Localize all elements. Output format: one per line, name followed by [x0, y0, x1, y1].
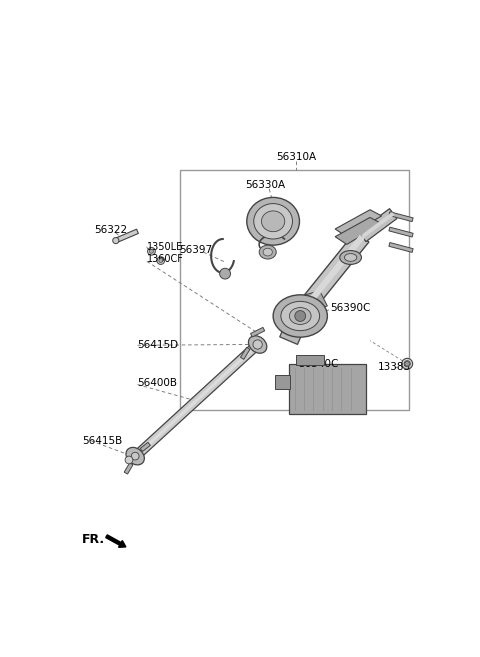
Text: 56415B: 56415B [82, 436, 122, 445]
Text: 56330A: 56330A [245, 180, 286, 190]
Polygon shape [389, 227, 413, 237]
FancyArrow shape [106, 535, 126, 547]
Ellipse shape [254, 204, 292, 239]
Polygon shape [389, 212, 413, 221]
Ellipse shape [340, 250, 361, 264]
Polygon shape [281, 290, 327, 319]
Circle shape [295, 311, 306, 321]
Polygon shape [361, 212, 395, 238]
Text: 56400B: 56400B [137, 378, 178, 388]
Bar [275, 375, 290, 389]
Polygon shape [251, 327, 264, 337]
Text: 56340C: 56340C [298, 359, 338, 369]
Ellipse shape [289, 307, 311, 325]
Circle shape [132, 452, 139, 460]
Bar [296, 355, 324, 365]
Polygon shape [335, 217, 382, 244]
Text: FR.: FR. [82, 533, 105, 546]
Ellipse shape [263, 248, 272, 256]
Ellipse shape [273, 295, 327, 337]
Ellipse shape [281, 302, 320, 330]
Text: 56415D: 56415D [137, 340, 179, 350]
Polygon shape [124, 463, 133, 474]
Polygon shape [240, 348, 250, 359]
Text: 56322: 56322 [94, 225, 127, 235]
Polygon shape [288, 364, 366, 414]
Circle shape [220, 268, 230, 279]
Text: 56310A: 56310A [276, 152, 316, 162]
Polygon shape [140, 442, 150, 451]
Ellipse shape [147, 248, 156, 255]
Text: 13385: 13385 [378, 362, 411, 372]
Polygon shape [136, 344, 259, 456]
Polygon shape [280, 310, 309, 344]
Circle shape [253, 340, 262, 349]
Ellipse shape [345, 254, 357, 261]
Polygon shape [359, 209, 397, 242]
Ellipse shape [157, 257, 165, 264]
Text: 56397: 56397 [179, 245, 212, 255]
Polygon shape [134, 341, 261, 458]
Ellipse shape [402, 358, 413, 369]
Ellipse shape [126, 447, 144, 465]
Polygon shape [294, 231, 369, 319]
Ellipse shape [149, 250, 154, 253]
Ellipse shape [249, 336, 267, 353]
Ellipse shape [404, 361, 410, 367]
Text: 56390C: 56390C [330, 304, 370, 313]
Polygon shape [115, 229, 138, 242]
Text: 1360CF: 1360CF [147, 254, 184, 264]
Polygon shape [335, 210, 382, 237]
Polygon shape [298, 235, 365, 315]
Circle shape [405, 361, 409, 366]
Ellipse shape [247, 197, 300, 245]
Text: 1350LE: 1350LE [147, 242, 183, 252]
Ellipse shape [259, 245, 276, 259]
Ellipse shape [159, 259, 163, 263]
Ellipse shape [262, 211, 285, 232]
Polygon shape [389, 242, 413, 252]
Circle shape [113, 237, 119, 244]
Bar [180, 170, 409, 410]
Circle shape [125, 456, 133, 464]
